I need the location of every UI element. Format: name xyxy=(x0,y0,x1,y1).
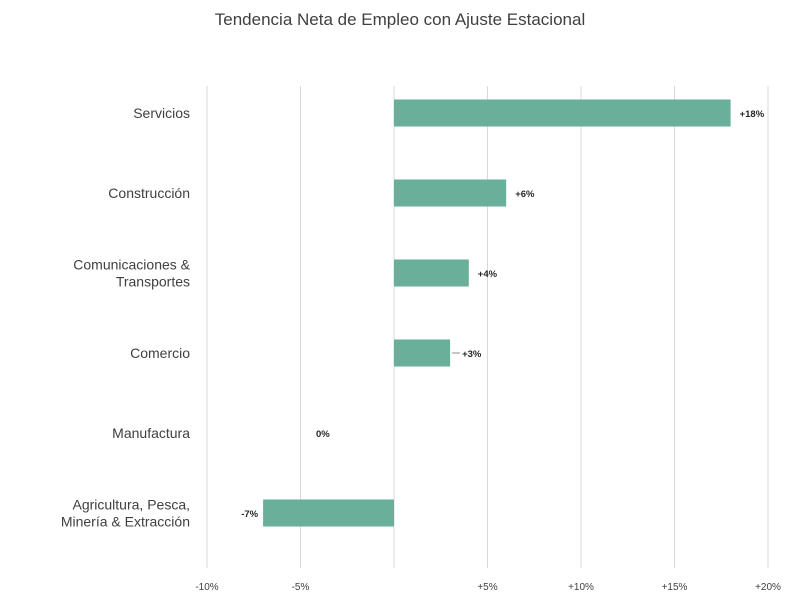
data-label: 0% xyxy=(316,429,330,440)
x-tick-label: -5% xyxy=(292,582,310,593)
gridlines xyxy=(206,86,769,568)
x-tick-label: +5% xyxy=(477,582,497,593)
x-axis-ticks: -10% -5% +5% +10% +15% +20% xyxy=(195,582,781,593)
category-label: Construcción xyxy=(108,185,190,201)
bar xyxy=(394,259,469,287)
category-label: Manufactura xyxy=(112,425,190,441)
data-label: +6% xyxy=(515,189,535,200)
category-label: Transportes xyxy=(116,274,190,290)
category-label: Minería & Extracción xyxy=(61,514,190,530)
category-label: Servicios xyxy=(133,105,190,121)
bar xyxy=(394,179,507,207)
data-label: +4% xyxy=(478,269,498,280)
data-label: +18% xyxy=(740,109,765,120)
x-tick-label: +15% xyxy=(662,582,688,593)
x-tick-label: +10% xyxy=(568,582,594,593)
data-label: -7% xyxy=(241,509,258,520)
x-tick-label: +20% xyxy=(755,582,781,593)
bar xyxy=(394,339,451,367)
bar xyxy=(394,99,731,127)
category-label: Comercio xyxy=(130,345,190,361)
bar xyxy=(263,499,394,527)
x-tick-label: -10% xyxy=(195,582,218,593)
chart-title: Tendencia Neta de Empleo con Ajuste Esta… xyxy=(214,10,586,29)
data-label: +3% xyxy=(462,349,482,360)
bars xyxy=(263,99,731,527)
category-label: Comunicaciones & xyxy=(73,257,190,273)
category-labels: Servicios Construcción Comunicaciones &Tra… xyxy=(61,105,191,530)
category-label: Agricultura, Pesca, xyxy=(73,497,191,513)
data-labels: +18% +6% +4% +3% 0% -7% xyxy=(241,109,765,520)
